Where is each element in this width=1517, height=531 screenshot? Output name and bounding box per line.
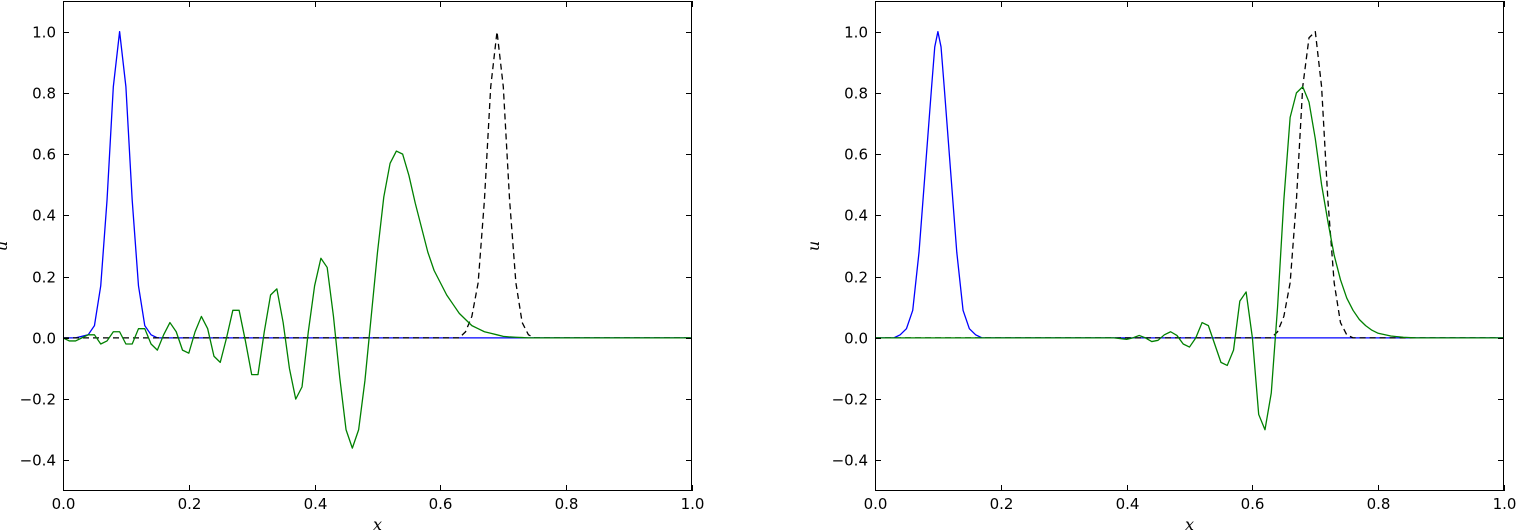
series-line-3 [63,150,692,449]
chart-panel-1: 0.0 0.2 0.4 0.6 0.8 1.0 −0.4 −0.2 0.0 0.2 0.4 0.6 0.… [0,1,704,531]
x-tick-label: 1.0 [681,495,705,513]
y-tick-label: −0.2 [20,391,56,409]
y-tick-label: 0.4 [32,207,56,225]
plot-frame [875,1,1504,491]
x-tick-label: 0.6 [429,495,453,513]
y-tick-label: 0.2 [844,269,868,287]
y-tick-label: 0.6 [32,146,56,164]
x-tick-label: 0.4 [304,495,328,513]
y-tick-label: 0.0 [844,330,868,348]
x-tick-label: 0.2 [178,495,202,513]
y-axis-label: u [0,241,11,251]
x-tick-label: 1.0 [1493,495,1517,513]
y-tick-label: 0.4 [844,207,868,225]
plot-frame [63,1,692,491]
x-tick-label: 0.8 [555,495,579,513]
y-tick-label: −0.4 [832,452,868,470]
series-line-2 [875,30,1504,339]
chart-panel-2: 0.0 0.2 0.4 0.6 0.8 1.0 −0.4 −0.2 0.0 0.2 0.4 0.6 0.… [804,1,1516,531]
y-tick-label: 0.8 [844,85,868,103]
y-tick-label: −0.4 [20,452,56,470]
x-tick-label: 0.6 [1241,495,1265,513]
series-line-1 [63,30,692,339]
series-group [63,30,692,449]
x-tick-label: 0.8 [1367,495,1391,513]
y-tick-label: 0.6 [844,146,868,164]
y-axis-label: u [804,241,823,251]
y-tick-label: 1.0 [32,24,56,42]
y-tick-label: 0.2 [32,269,56,287]
x-tick-label: 0.0 [864,495,888,513]
x-tick-label: 0.2 [990,495,1014,513]
y-tick-label: 0.8 [32,85,56,103]
x-tick-label: 0.0 [52,495,76,513]
y-tick-label: 1.0 [844,24,868,42]
x-axis-label: x [373,515,382,531]
series-group [875,30,1504,431]
x-axis-label: x [1185,515,1194,531]
series-line-2 [63,30,692,339]
series-line-3 [875,86,1504,431]
y-tick-label: 0.0 [32,330,56,348]
series-line-1 [875,30,1504,339]
y-tick-label: −0.2 [832,391,868,409]
x-tick-label: 0.4 [1116,495,1140,513]
